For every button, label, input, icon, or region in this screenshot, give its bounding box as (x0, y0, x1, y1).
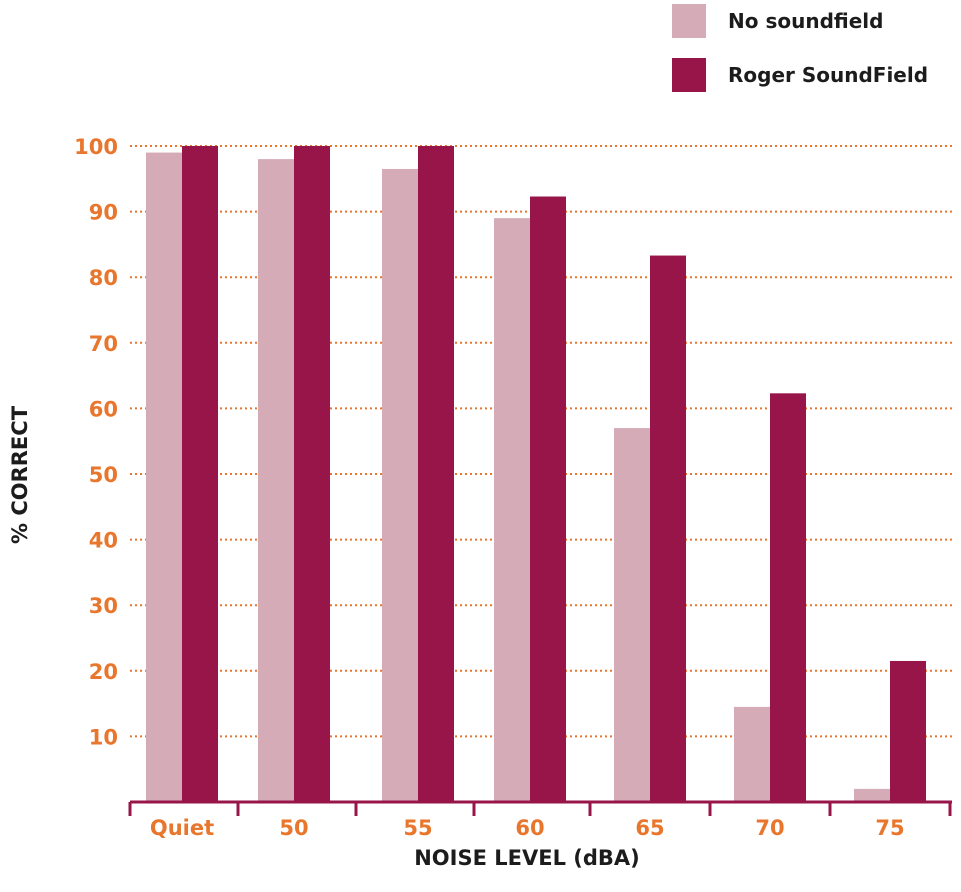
y-tick-label: 30 (89, 594, 118, 618)
legend-item-no-soundfield: No soundfield (672, 4, 928, 38)
bar-roger-soundfield-75 (890, 660, 926, 802)
x-axis (128, 800, 952, 816)
x-axis-label: NOISE LEVEL (dBA) (414, 846, 640, 870)
x-tick-label: 60 (515, 816, 544, 840)
y-tick-labels: 10 20 30 40 50 60 70 80 90 100 (74, 135, 118, 749)
bar-no-soundfield-60 (494, 218, 530, 802)
y-axis-label: % CORRECT (8, 405, 32, 545)
y-tick-label: 100 (74, 135, 118, 159)
y-tick-label: 10 (89, 725, 118, 749)
x-tick-labels: Quiet 50 55 60 65 70 75 (150, 816, 905, 840)
bar-roger-soundfield-65 (650, 255, 686, 802)
x-tick-label: Quiet (150, 816, 214, 840)
y-tick-label: 90 (89, 201, 118, 225)
bar-no-soundfield-55 (382, 168, 418, 802)
bar-roger-soundfield-60 (530, 196, 566, 803)
bar-no-soundfield-70 (734, 706, 770, 802)
legend-swatch-roger-soundfield (672, 58, 706, 92)
y-tick-label: 60 (89, 397, 118, 421)
bar-no-soundfield-50 (258, 159, 294, 802)
bar-roger-soundfield-quiet (182, 146, 218, 802)
bar-no-soundfield-75 (854, 788, 890, 802)
legend-item-roger-soundfield: Roger SoundField (672, 58, 928, 92)
x-tick-label: 50 (279, 816, 308, 840)
bar-roger-soundfield-70 (770, 393, 806, 802)
x-tick-label: 75 (875, 816, 904, 840)
y-tick-label: 20 (89, 660, 118, 684)
bar-roger-soundfield-50 (294, 146, 330, 802)
legend-label-no-soundfield: No soundfield (728, 9, 884, 33)
y-tick-label: 70 (89, 332, 118, 356)
legend-label-roger-soundfield: Roger SoundField (728, 63, 929, 87)
x-tick-label: 65 (635, 816, 664, 840)
x-tick-label: 55 (403, 816, 432, 840)
bar-roger-soundfield-55 (418, 146, 454, 802)
y-tick-label: 80 (89, 266, 118, 290)
legend-swatch-no-soundfield (672, 4, 706, 38)
legend: No soundfield Roger SoundField (672, 4, 928, 112)
x-tick-label: 70 (755, 816, 784, 840)
bar-no-soundfield-quiet (146, 152, 182, 802)
y-tick-label: 40 (89, 529, 118, 553)
y-tick-label: 50 (89, 463, 118, 487)
bars (146, 146, 926, 803)
bar-no-soundfield-65 (614, 428, 650, 802)
